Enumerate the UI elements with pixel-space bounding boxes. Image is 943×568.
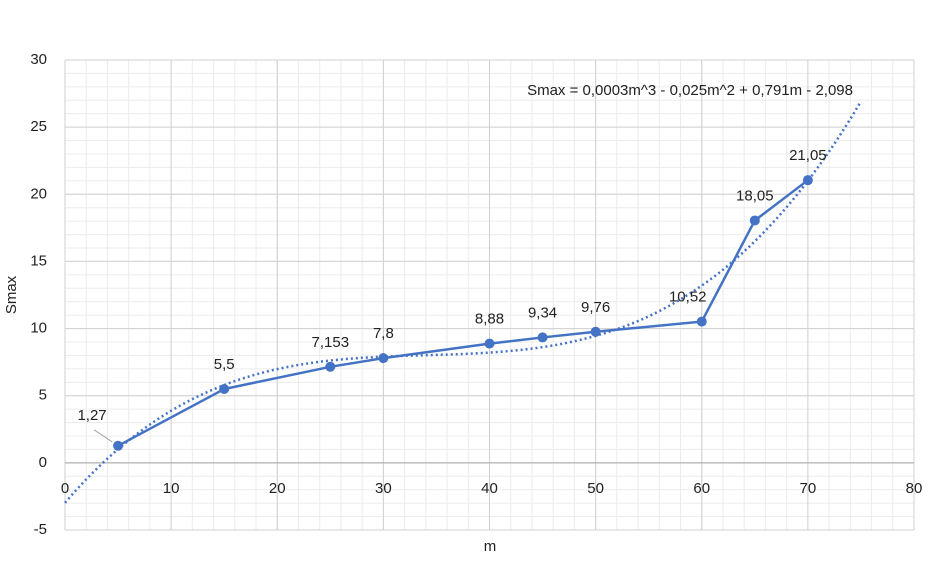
data-label: 8,88 (475, 311, 504, 328)
data-label: 7,153 (312, 334, 350, 351)
x-tick-label: 0 (61, 480, 69, 497)
point (219, 384, 230, 394)
point (696, 316, 707, 327)
x-tick-label: 40 (481, 480, 498, 497)
trendline-equation: Smax = 0,0003m^3 - 0,025m^2 + 0,791m - 2… (527, 82, 853, 99)
data-label: 10,52 (669, 289, 707, 306)
y-tick-label: 0 (39, 454, 47, 471)
point (325, 361, 336, 372)
point (378, 353, 389, 364)
point (537, 332, 548, 343)
trendline (64, 100, 862, 504)
y-tick-label: -5 (34, 521, 47, 538)
data-label: 1,27 (77, 407, 106, 424)
data-label: 21,05 (789, 147, 827, 164)
data-label: 18,05 (736, 187, 774, 204)
x-tick-label: 10 (163, 480, 180, 497)
y-tick-label: 25 (30, 118, 47, 135)
x-tick-label: 50 (587, 480, 604, 497)
x-tick-label: 60 (693, 480, 710, 497)
point (749, 215, 760, 226)
point (113, 440, 124, 451)
x-axis-title: m (484, 538, 497, 555)
x-tick-label: 80 (906, 480, 923, 497)
data-label: 7,8 (373, 325, 394, 342)
point (590, 326, 601, 337)
data-label: 9,76 (581, 299, 610, 316)
series-line (117, 179, 809, 447)
point (802, 175, 813, 186)
y-tick-label: 10 (30, 320, 47, 337)
data-label: 9,34 (528, 304, 557, 321)
data-label: 5,5 (214, 356, 235, 373)
x-tick-label: 20 (269, 480, 286, 497)
leader-line (93, 429, 113, 443)
point (484, 338, 495, 349)
x-tick-label: 30 (375, 480, 392, 497)
y-tick-label: 5 (39, 387, 47, 404)
x-tick-label: 70 (800, 480, 817, 497)
y-axis-title: Smax (3, 275, 20, 314)
y-tick-label: 20 (30, 185, 47, 202)
y-tick-label: 15 (30, 252, 47, 269)
y-tick-label: 30 (30, 51, 47, 68)
